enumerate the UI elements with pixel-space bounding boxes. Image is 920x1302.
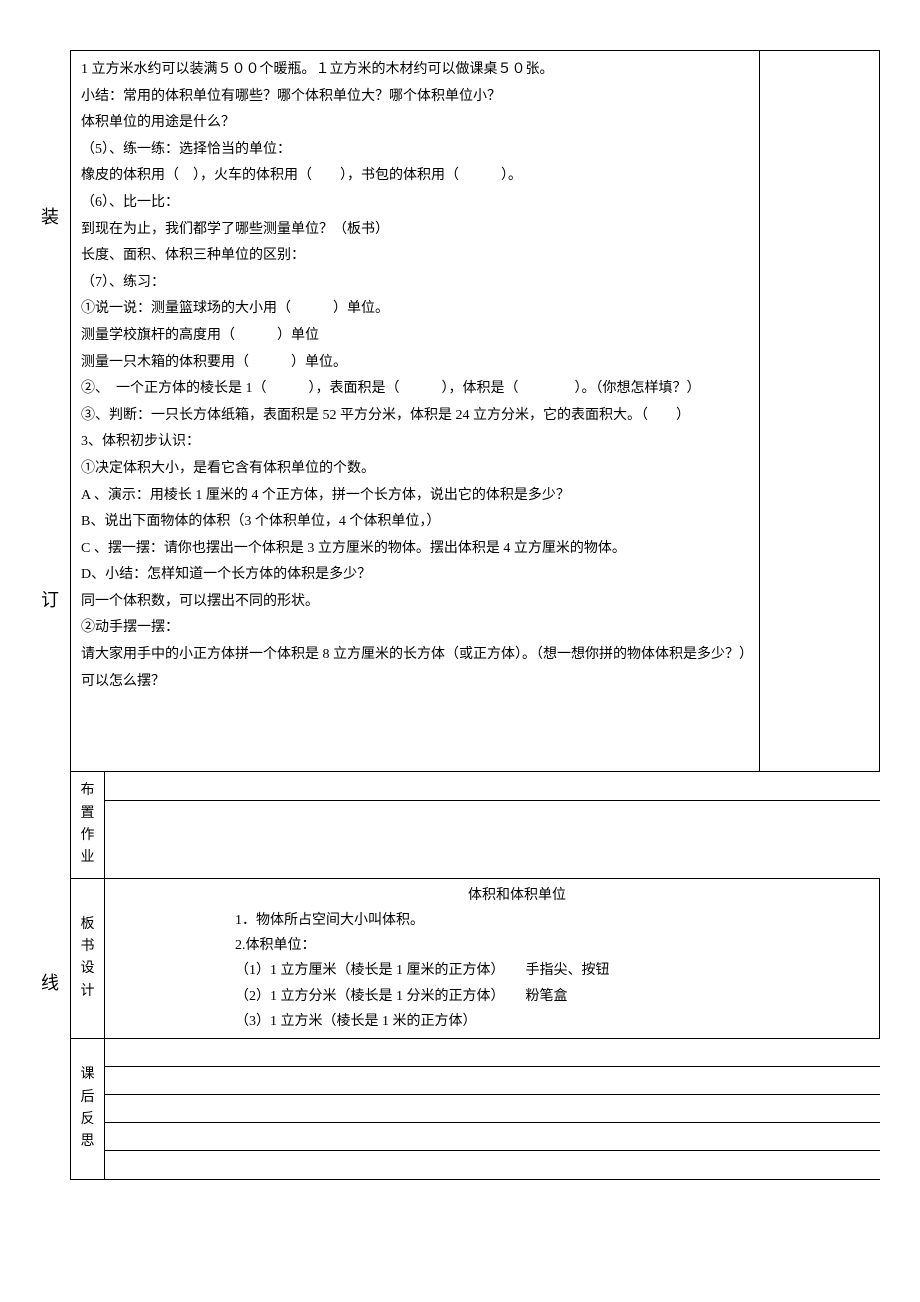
board-line: （3）1 立方米（棱长是 1 米的正方体）: [235, 1009, 799, 1034]
board-line: 2.体积单位：: [235, 933, 799, 958]
body-line: （5）、练一练：选择恰当的单位：: [81, 137, 749, 164]
body-line: 同一个体积数，可以摆出不同的形状。: [81, 589, 749, 616]
board-row: 板书设计 体积和体积单位 1．物体所占空间大小叫体积。 2.体积单位： （1）1…: [71, 878, 880, 1038]
reflect-line: [105, 1123, 880, 1151]
board-line: （1）1 立方厘米（棱长是 1 厘米的正方体） 手指尖、按钮: [235, 958, 799, 983]
notes-cell: [760, 51, 880, 772]
reflect-line: [105, 1095, 880, 1123]
lesson-body: 1 立方米水约可以装满５００个暖瓶。１立方米的木材约可以做课桌５０张。小结：常用…: [81, 57, 749, 695]
main-row: 1 立方米水约可以装满５００个暖瓶。１立方米的木材约可以做课桌５０张。小结：常用…: [71, 51, 880, 772]
reflect-cell: [105, 1038, 880, 1179]
reflect-label: 课后反思: [71, 1038, 105, 1179]
reflect-row: 课后反思: [71, 1038, 880, 1179]
board-label-text: 板书设计: [81, 917, 95, 999]
board-line: （2）1 立方分米（棱长是 1 分米的正方体） 粉笔盒: [235, 984, 799, 1009]
homework-cell: [105, 772, 880, 879]
body-line: B、说出下面物体的体积（3 个体积单位，4 个体积单位，）: [81, 509, 749, 536]
body-line: D、小结：怎样知道一个长方体的体积是多少？: [81, 562, 749, 589]
homework-label: 布置作业: [71, 772, 105, 879]
body-line: 请大家用手中的小正方体拼一个体积是 8 立方厘米的长方体（或正方体）。（想一想你…: [81, 642, 749, 695]
body-line: ①说一说：测量篮球场的大小用（ ）单位。: [81, 296, 749, 323]
body-line: 小结：常用的体积单位有哪些？哪个体积单位大？哪个体积单位小？: [81, 84, 749, 111]
reflect-line: [105, 1039, 880, 1067]
binding-margin: 装 订 线: [30, 50, 70, 1180]
body-line: 长度、面积、体积三种单位的区别：: [81, 243, 749, 270]
body-line: （7）、练习：: [81, 270, 749, 297]
margin-char-zhuang: 装: [41, 200, 59, 467]
body-line: 橡皮的体积用（ ），火车的体积用（ ），书包的体积用（ ）。: [81, 163, 749, 190]
body-line: ②、 一个正方体的棱长是 1（ ），表面积是（ ），体积是（ ）。（你想怎样填？…: [81, 376, 749, 403]
board-label: 板书设计: [71, 878, 105, 1038]
body-line: A 、演示：用棱长 1 厘米的 4 个正方体，拼一个长方体，说出它的体积是多少？: [81, 483, 749, 510]
lesson-table: 1 立方米水约可以装满５００个暖瓶。１立方米的木材约可以做课桌５０张。小结：常用…: [70, 50, 880, 1180]
body-line: 到现在为止，我们都学了哪些测量单位？（板书）: [81, 217, 749, 244]
body-line: ①决定体积大小，是看它含有体积单位的个数。: [81, 456, 749, 483]
margin-char-ding: 订: [41, 467, 59, 734]
body-line: 测量一只木箱的体积要用（ ）单位。: [81, 350, 749, 377]
reflect-line: [105, 1067, 880, 1095]
main-cell: 1 立方米水约可以装满５００个暖瓶。１立方米的木材约可以做课桌５０张。小结：常用…: [71, 51, 760, 772]
body-line: 1 立方米水约可以装满５００个暖瓶。１立方米的木材约可以做课桌５０张。: [81, 57, 749, 84]
homework-label-text: 布置作业: [81, 783, 95, 865]
body-line: C 、摆一摆：请你也摆出一个体积是 3 立方厘米的物体。摆出体积是 4 立方厘米…: [81, 536, 749, 563]
homework-line: [105, 800, 880, 828]
body-line: ③、判断：一只长方体纸箱，表面积是 52 平方分米，体积是 24 立方分米，它的…: [81, 403, 749, 430]
homework-line: [105, 772, 880, 800]
body-line: 体积单位的用途是什么？: [81, 110, 749, 137]
body-line: 测量学校旗杆的高度用（ ）单位: [81, 323, 749, 350]
board-content: 体积和体积单位 1．物体所占空间大小叫体积。 2.体积单位： （1）1 立方厘米…: [105, 879, 879, 1038]
homework-row: 布置作业: [71, 772, 880, 879]
content: 1 立方米水约可以装满５００个暖瓶。１立方米的木材约可以做课桌５０张。小结：常用…: [70, 50, 880, 1180]
board-line: 1．物体所占空间大小叫体积。: [235, 908, 799, 933]
board-title: 体积和体积单位: [235, 883, 799, 908]
body-line: 3、体积初步认识：: [81, 429, 749, 456]
board-cell: 体积和体积单位 1．物体所占空间大小叫体积。 2.体积单位： （1）1 立方厘米…: [105, 878, 880, 1038]
reflect-line: [105, 1151, 880, 1179]
reflect-label-text: 课后反思: [81, 1067, 95, 1149]
page: 装 订 线 1 立方米水约可以装满５００个暖瓶。１立方米的木材约可以做课桌５０张…: [30, 50, 880, 1180]
body-line: ②动手摆一摆：: [81, 615, 749, 642]
body-line: （6）、比一比：: [81, 190, 749, 217]
margin-char-xian: 线: [41, 733, 59, 1180]
